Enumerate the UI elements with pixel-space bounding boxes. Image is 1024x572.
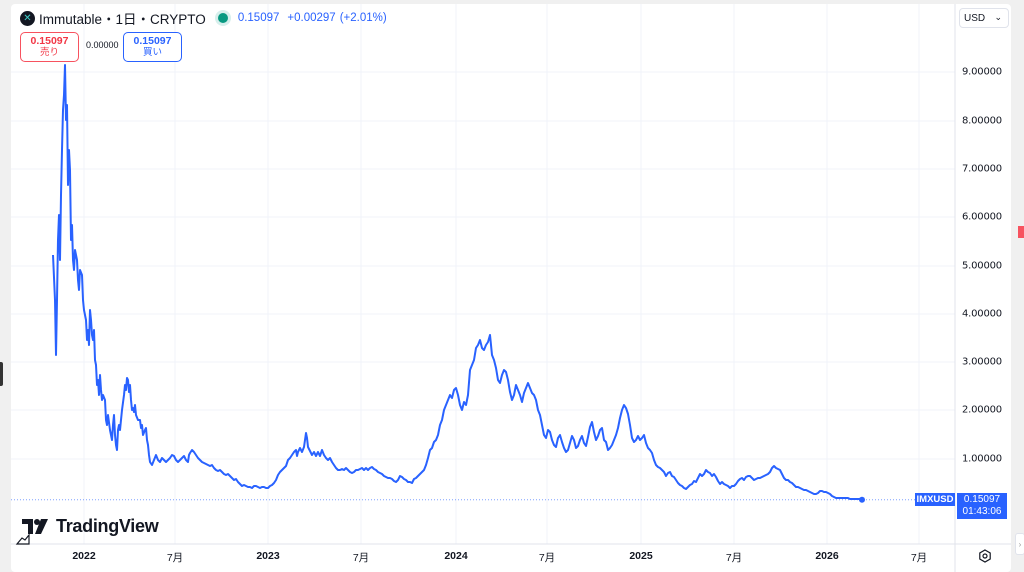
time-tick: 2023	[256, 550, 280, 562]
horizontal-gridlines	[11, 71, 955, 460]
tradingview-logo-icon	[22, 518, 48, 534]
vertical-gridlines	[83, 4, 920, 544]
price-tick: 4.00000	[962, 308, 1002, 320]
sell-button[interactable]: 0.15097 売り	[20, 32, 79, 62]
price-line	[52, 64, 863, 501]
last-price-value: 0.15097	[963, 494, 1001, 505]
time-tick: 7月	[166, 552, 184, 564]
market-status-icon	[217, 13, 228, 23]
price-tick: 5.00000	[962, 260, 1002, 272]
sell-price: 0.15097	[30, 35, 69, 47]
price-change-percent: (+2.01%)	[339, 12, 387, 24]
symbol-legend[interactable]: ✕ Immutable・1日・CRYPTO 0.15097 +0.00297 (…	[20, 9, 387, 27]
drawing-cursor-icon	[15, 533, 30, 545]
tradingview-wordmark: TradingView	[56, 516, 159, 536]
immutable-logo-icon: ✕	[20, 10, 35, 26]
time-tick: 7月	[352, 552, 370, 564]
last-price: 0.15097	[237, 12, 280, 24]
buy-button[interactable]: 0.15097 買い	[123, 32, 182, 62]
left-toolbar-edge	[0, 0, 8, 572]
price-tick: 6.00000	[962, 211, 1002, 223]
alert-marker[interactable]	[1018, 226, 1024, 238]
last-price-label: 0.15097 01:43:06	[957, 493, 1007, 519]
gear-icon[interactable]	[978, 549, 992, 563]
chevron-down-icon: ⌄	[994, 11, 1002, 22]
price-tick: 1.00000	[962, 453, 1002, 465]
time-tick: 7月	[538, 552, 556, 564]
symbol-price-label: IMXUSD	[915, 493, 955, 506]
bar-countdown: 01:43:06	[962, 506, 1002, 517]
collapse-panel-button[interactable]: ›	[1015, 533, 1024, 555]
time-tick: 2026	[815, 550, 839, 562]
sell-label: 売り	[39, 47, 59, 58]
price-tick: 7.00000	[962, 163, 1002, 175]
left-toolbar-handle[interactable]	[0, 362, 3, 386]
currency-selector[interactable]: USD ⌄	[959, 8, 1009, 28]
symbol-title[interactable]: Immutable・1日・CRYPTO	[39, 12, 206, 27]
buy-label: 買い	[142, 47, 162, 58]
buy-price: 0.15097	[133, 35, 172, 47]
price-tick: 2.00000	[962, 404, 1002, 416]
time-tick: 7月	[910, 552, 928, 564]
price-change: +0.00297	[287, 12, 336, 24]
price-tick: 8.00000	[962, 115, 1002, 127]
tradingview-logo[interactable]: TradingView	[20, 516, 159, 537]
time-tick: 7月	[725, 552, 743, 564]
price-tick: 9.00000	[962, 66, 1002, 78]
price-tick: 3.00000	[962, 356, 1002, 368]
time-tick: 2025	[629, 550, 653, 562]
last-price-dot	[859, 496, 865, 503]
time-tick: 2022	[72, 550, 96, 562]
time-tick: 2024	[444, 550, 468, 562]
spread-value: 0.00000	[86, 40, 119, 50]
right-sidebar-edge	[1014, 0, 1024, 572]
chart-pane[interactable]	[11, 4, 1011, 572]
currency-label: USD	[964, 12, 986, 24]
